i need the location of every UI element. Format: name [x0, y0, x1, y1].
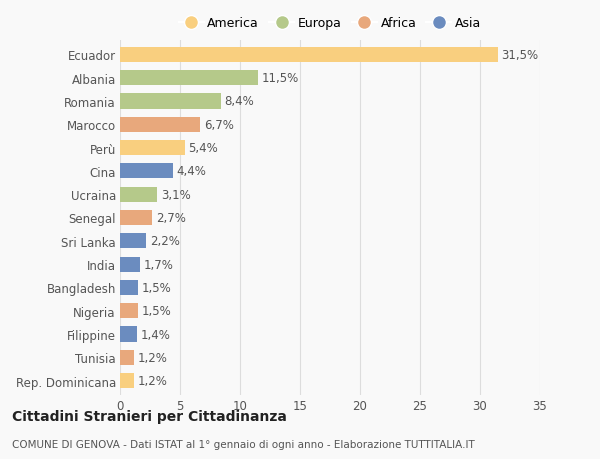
Bar	[120, 164, 173, 179]
Text: 1,4%: 1,4%	[140, 328, 170, 341]
Bar	[120, 71, 258, 86]
Bar	[120, 48, 498, 63]
Bar	[120, 350, 134, 365]
Text: 4,4%: 4,4%	[176, 165, 206, 178]
Text: 3,1%: 3,1%	[161, 188, 191, 201]
Text: 1,5%: 1,5%	[142, 305, 172, 318]
Text: 2,7%: 2,7%	[156, 212, 186, 224]
Bar	[120, 187, 157, 202]
Bar	[120, 303, 138, 319]
Text: 31,5%: 31,5%	[502, 49, 539, 62]
Bar	[120, 118, 200, 133]
Bar	[120, 94, 221, 109]
Bar	[120, 373, 134, 388]
Bar	[120, 327, 137, 342]
Legend: America, Europa, Africa, Asia: America, Europa, Africa, Asia	[173, 12, 487, 35]
Text: 8,4%: 8,4%	[224, 95, 254, 108]
Text: Cittadini Stranieri per Cittadinanza: Cittadini Stranieri per Cittadinanza	[12, 409, 287, 423]
Bar	[120, 141, 185, 156]
Bar	[120, 257, 140, 272]
Bar	[120, 234, 146, 249]
Text: 1,7%: 1,7%	[144, 258, 174, 271]
Text: 11,5%: 11,5%	[262, 72, 299, 85]
Text: COMUNE DI GENOVA - Dati ISTAT al 1° gennaio di ogni anno - Elaborazione TUTTITAL: COMUNE DI GENOVA - Dati ISTAT al 1° genn…	[12, 440, 475, 449]
Text: 1,5%: 1,5%	[142, 281, 172, 294]
Text: 6,7%: 6,7%	[204, 118, 234, 131]
Bar	[120, 211, 152, 225]
Text: 5,4%: 5,4%	[188, 142, 218, 155]
Text: 1,2%: 1,2%	[138, 351, 168, 364]
Text: 2,2%: 2,2%	[150, 235, 180, 248]
Bar	[120, 280, 138, 295]
Text: 1,2%: 1,2%	[138, 374, 168, 387]
